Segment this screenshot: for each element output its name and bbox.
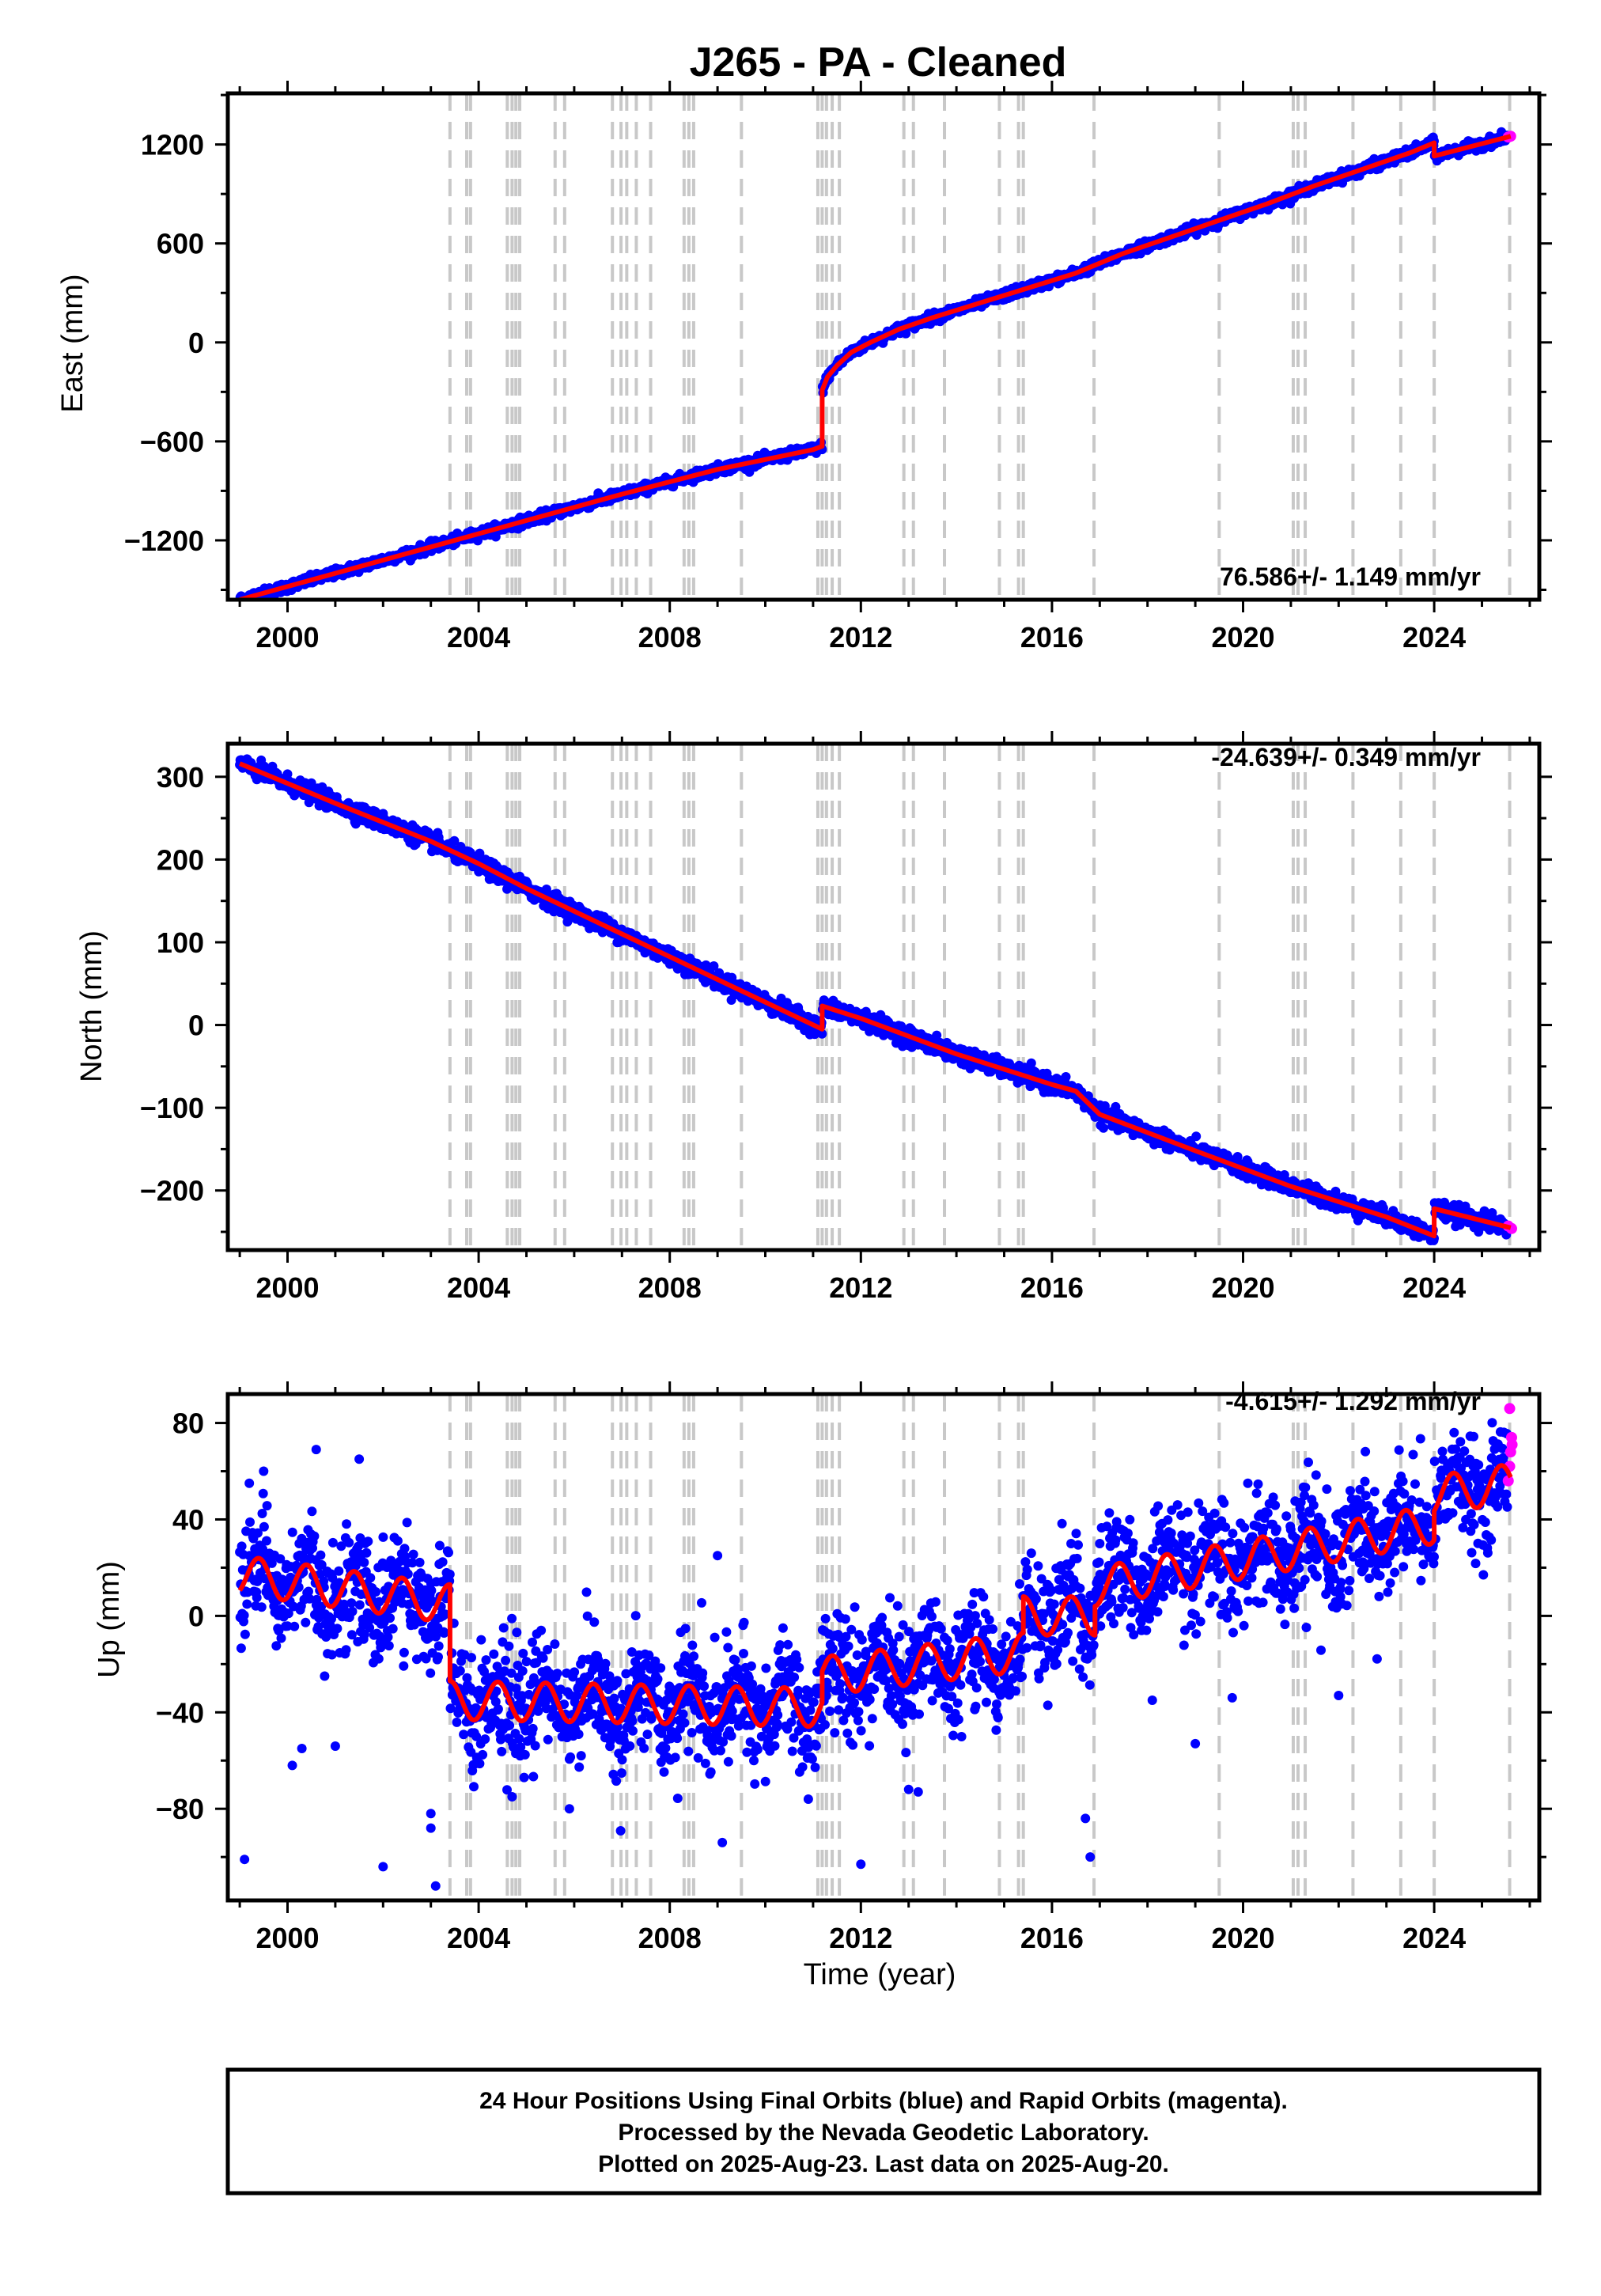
east-x-tick-label: 2008 [638,621,702,654]
north-data-point [449,835,460,846]
east-y-tick-label: −600 [140,426,204,458]
chart-title: J265 - PA - Cleaned [690,40,1067,85]
north-data-point [1111,1101,1121,1112]
east-y-tick-label: 600 [157,228,204,260]
east-model-line [239,134,1512,600]
east-x-tick-label: 2024 [1402,621,1466,654]
y-axis-label-east: East (mm) [56,274,89,412]
east-panel: 2000 2004 2008 2012 2016 2020 2024 −1200 −600 0 60… [56,81,1552,654]
east-plot-area [235,93,1516,600]
east-x-tick-label: 2012 [829,621,892,654]
east-x-tick-label: 2016 [1020,621,1084,654]
east-x-tick-label: 2020 [1211,621,1274,654]
north-data-point [1061,1072,1071,1082]
north-data-point [1191,1131,1202,1142]
east-y-tick-label: 1200 [141,129,204,161]
rate-label-east: 76.586+/- 1.149 mm/yr [1220,563,1481,591]
north-data-point [541,885,551,894]
north-data-point [1100,1101,1110,1111]
east-x-tick-label: 2000 [255,621,319,654]
north-data-point [709,961,719,971]
east-frame [225,91,1542,602]
north-panel: 2000 2004 2008 2012 2016 2020 2024−200−1000100… [75,731,1552,1304]
east-data-point [901,328,911,339]
north-data-point [1026,1058,1036,1068]
east-y-tick-label: −1200 [124,525,204,557]
east-x-tick-label: 2004 [447,621,510,654]
north-plot-area [235,744,1517,1250]
north-data-point [932,1030,942,1040]
east-y-tick-label: 0 [188,327,204,359]
north-data-point [817,1029,827,1039]
north-data-point [1099,1123,1108,1133]
